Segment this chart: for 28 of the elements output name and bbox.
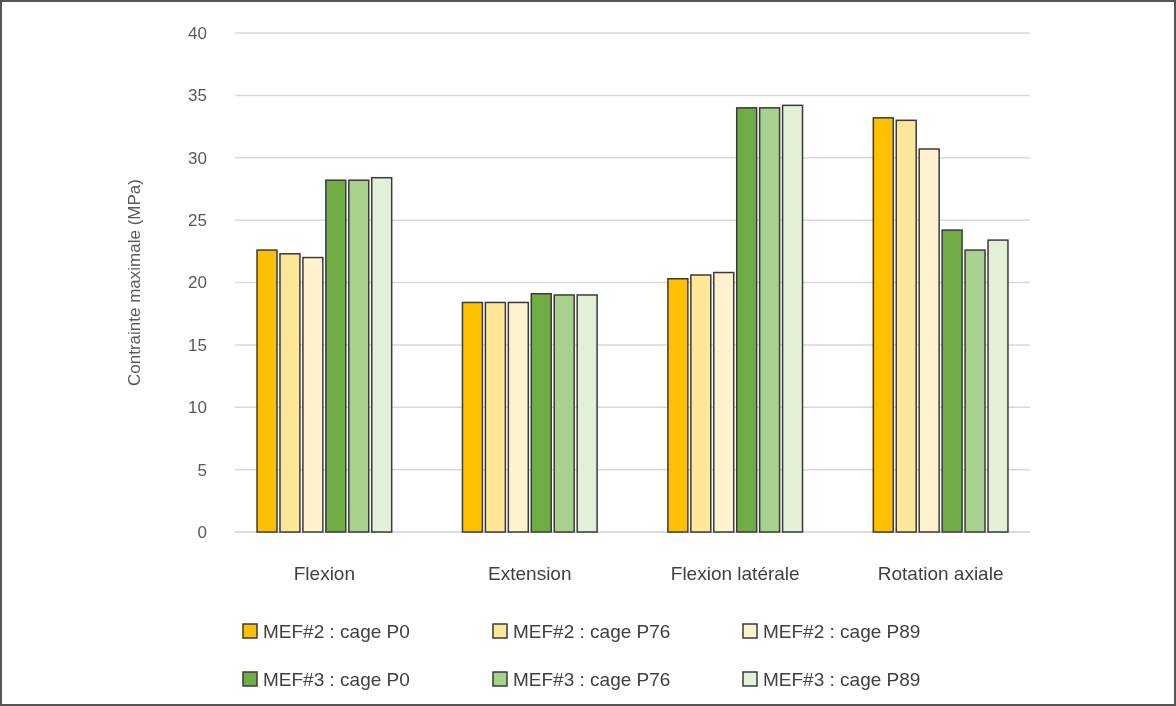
bar [781,104,804,533]
legend-label: MEF#3 : cage P89 [763,668,921,690]
legend-label: MEF#2 : cage P0 [263,620,410,642]
y-axis-title: Contrainte maximale (MPa) [125,179,144,386]
y-tick-label: 15 [188,335,207,355]
bar [872,117,895,533]
y-tick-label: 5 [197,460,207,480]
y-tick-label: 0 [197,522,207,542]
y-tick-label: 25 [188,211,207,231]
legend-label: MEF#3 : cage P76 [513,668,671,690]
x-tick-label: Rotation axiale [877,563,1004,584]
y-tick-label: 30 [188,148,207,168]
bar [758,107,781,533]
bar [484,301,507,533]
x-tick-label: Extension [488,563,572,584]
y-tick-label: 35 [188,86,207,106]
bar [507,301,530,533]
y-tick-label: 10 [188,398,207,418]
legend-label: MEF#3 : cage P0 [263,668,410,690]
y-tick-label: 40 [188,23,207,43]
legend-label: MEF#2 : cage P76 [513,620,671,642]
legend-label: MEF#2 : cage P89 [763,620,921,642]
x-tick-label: Flexion [293,563,355,584]
bar [461,301,484,533]
y-tick-label: 20 [188,273,207,293]
x-tick-label: Flexion latérale [670,563,800,584]
bar [735,107,758,533]
bar [370,176,393,533]
